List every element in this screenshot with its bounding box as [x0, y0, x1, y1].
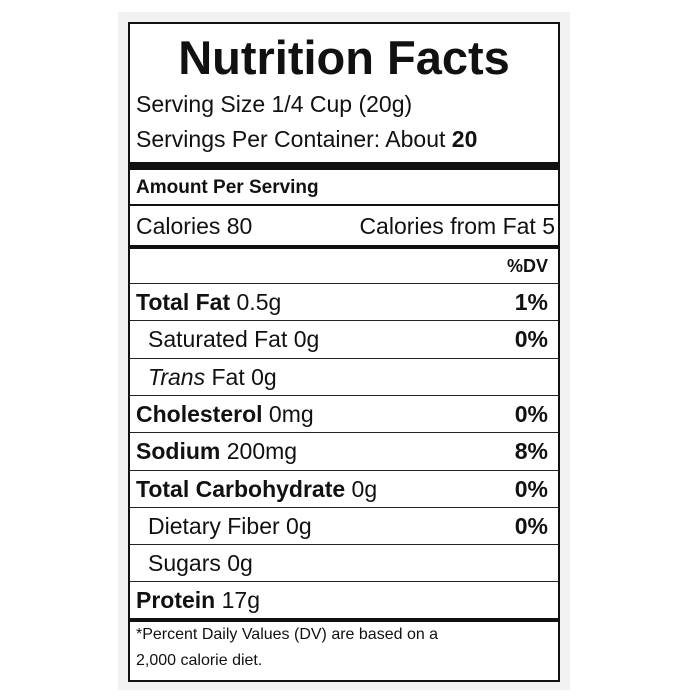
nutrient-name: Fat: [211, 363, 245, 390]
nutrient-row: Trans Fat 0g: [130, 357, 558, 396]
dv-header: %DV: [506, 256, 548, 276]
nutrient-name: Protein: [136, 587, 216, 614]
nutrient-amount: 0g: [251, 363, 277, 390]
calories: Calories 80: [136, 213, 253, 239]
daily-value: 0%: [514, 326, 548, 353]
footnote: *Percent Daily Values (DV) are based on …: [136, 626, 439, 643]
nutrient-amount: 0g: [227, 550, 253, 577]
nutrient-amount: 17g: [221, 587, 260, 614]
nutrient-name-italic: Trans: [148, 363, 206, 390]
nutrient-row: Dietary Fiber 0g 0%: [130, 506, 558, 545]
nutrient: Saturated Fat 0g: [148, 326, 319, 353]
nutrient-row: Sodium 200mg 8%: [130, 432, 558, 470]
nutrient-name: Saturated Fat: [148, 326, 288, 353]
nutrient: Protein 17g: [136, 587, 260, 614]
nutrient: Dietary Fiber 0g: [148, 513, 312, 540]
nutrition-label: Nutrition Facts Serving Size 1/4 Cup (20…: [128, 22, 560, 682]
nutrient: Total Fat 0.5g: [136, 289, 281, 316]
thick-rule: [130, 618, 558, 622]
nutrient-name: Sugars: [148, 550, 221, 577]
nutrient-row: Total Carbohydrate 0g 0%: [130, 469, 558, 508]
nutrient: Sugars 0g: [148, 550, 253, 577]
nutrient-name: Dietary Fiber: [148, 512, 280, 539]
nutrient: Cholesterol 0mg: [136, 401, 314, 428]
daily-value: 8%: [514, 438, 548, 465]
nutrient-name: Total Fat: [136, 289, 231, 315]
nutrient-name: Total Carbohydrate: [136, 475, 346, 502]
title: Nutrition Facts: [178, 31, 510, 84]
nutrient-row: Saturated Fat 0g 0%: [130, 320, 558, 358]
daily-value: 0%: [514, 475, 548, 502]
nutrient: Trans Fat 0g: [148, 364, 277, 391]
nutrient: Sodium 200mg: [136, 438, 297, 465]
nutrient: Total Carbohydrate 0g: [136, 476, 377, 503]
nutrient-amount: 0g: [351, 475, 378, 502]
nutrient-amount: 0g: [286, 512, 312, 539]
nutrient-amount: 0mg: [268, 400, 314, 427]
nutrient-row: Sugars 0g: [130, 544, 558, 582]
servings: Servings Per Container: About 20: [136, 126, 477, 153]
nutrient-name: Sodium: [136, 438, 221, 465]
servings-label: Servings Per Container: About: [136, 126, 446, 152]
thick-rule: [130, 162, 558, 170]
nutrient-row: Cholesterol 0mg 0%: [130, 394, 558, 433]
nutrient-amount: 0g: [293, 326, 320, 353]
calories-from-fat: Calories from Fat 5: [359, 213, 555, 239]
daily-value: 0%: [514, 512, 548, 539]
nutrient-amount: 200mg: [226, 438, 298, 465]
daily-value: 0%: [514, 400, 548, 427]
nutrient-row: Protein 17g: [130, 581, 558, 619]
nutrient-amount: 0.5g: [236, 289, 282, 315]
daily-value: 1%: [514, 289, 548, 315]
nutrient-name: Cholesterol: [136, 400, 263, 427]
servings-value: 20: [451, 126, 478, 152]
serving-size: Serving Size 1/4 Cup (20g): [136, 91, 413, 117]
footnote: 2,000 calorie diet.: [136, 652, 263, 669]
rule: [130, 204, 558, 206]
amount-per-serving: Amount Per Serving: [136, 177, 319, 198]
thick-rule: [130, 245, 558, 249]
nutrient-row: Total Fat 0.5g 1%: [130, 283, 558, 321]
